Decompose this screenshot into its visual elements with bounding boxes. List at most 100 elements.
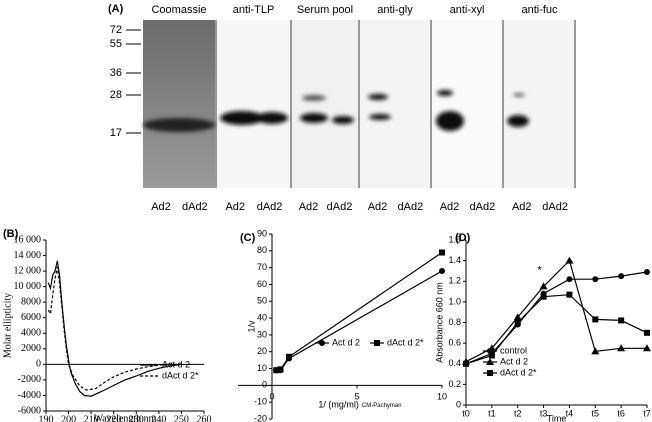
marker bbox=[540, 293, 547, 300]
blot-panel bbox=[143, 20, 215, 188]
marker bbox=[566, 291, 573, 298]
marker bbox=[319, 340, 325, 346]
marker-label: 55 bbox=[110, 38, 122, 50]
series-line bbox=[465, 271, 648, 365]
marker bbox=[618, 317, 625, 324]
marker bbox=[644, 268, 650, 275]
marker bbox=[539, 282, 548, 290]
lane-label: dAd2 bbox=[182, 201, 208, 213]
marker bbox=[487, 348, 493, 354]
y-tick-label: 50 bbox=[257, 296, 267, 306]
blot-image bbox=[143, 20, 576, 188]
marker bbox=[618, 273, 625, 280]
legend-label: dAct d 2* bbox=[387, 337, 424, 347]
lane-label: Ad2 bbox=[368, 201, 388, 213]
x-tick-label: 220 bbox=[106, 414, 121, 422]
x-tick-label: 190 bbox=[39, 414, 54, 422]
marker bbox=[488, 352, 495, 359]
marker bbox=[617, 344, 626, 352]
y-tick-label: 6000 bbox=[21, 312, 41, 323]
blot-panel bbox=[432, 20, 502, 188]
blot-header: Coomassie bbox=[151, 4, 206, 16]
x-tick-label: 0 bbox=[269, 392, 274, 402]
y-tick-label: 90 bbox=[257, 228, 267, 238]
panel-label: (A) bbox=[108, 3, 124, 15]
y-tick-label: 16 000 bbox=[14, 234, 42, 245]
x-tick-label: 260 bbox=[197, 414, 212, 422]
x-tick-label: t6 bbox=[617, 408, 625, 418]
legend-label: Act d 2 bbox=[500, 356, 528, 366]
marker bbox=[591, 347, 600, 355]
marker bbox=[487, 370, 493, 376]
y-tick-label: 8000 bbox=[21, 296, 41, 307]
lane-label: dAd2 bbox=[398, 201, 424, 213]
x-tick-label: 5 bbox=[354, 392, 359, 402]
marker-label: 28 bbox=[110, 89, 122, 101]
series-line bbox=[47, 267, 182, 391]
y-tick-label: 40 bbox=[257, 312, 267, 322]
y-tick-label: -6000 bbox=[18, 405, 41, 416]
lane-label: Ad2 bbox=[151, 201, 171, 213]
y-tick-label: 0.8 bbox=[448, 317, 461, 327]
x-tick-label: t2 bbox=[514, 408, 522, 418]
y-axis-label: 1/v bbox=[246, 320, 256, 333]
marker bbox=[277, 366, 284, 373]
marker bbox=[643, 344, 651, 352]
y-tick-label: 1.2 bbox=[448, 276, 461, 286]
marker bbox=[514, 319, 521, 326]
marker bbox=[374, 340, 380, 346]
x-tick-label: t4 bbox=[566, 408, 574, 418]
x-tick-label: t3 bbox=[540, 408, 548, 418]
lane-label: Ad2 bbox=[440, 201, 460, 213]
y-tick-label: 60 bbox=[257, 279, 267, 289]
y-tick-label: 0 bbox=[36, 359, 41, 370]
y-tick-label: 4000 bbox=[21, 328, 41, 339]
x-tick-label: 240 bbox=[151, 414, 166, 422]
y-tick-label: -2000 bbox=[18, 374, 41, 385]
blot-panel bbox=[360, 20, 430, 188]
series-line bbox=[465, 259, 647, 363]
x-tick-label: 250 bbox=[174, 414, 189, 422]
y-tick-label: 2000 bbox=[21, 343, 41, 354]
marker-label: 17 bbox=[110, 127, 122, 139]
blot-header: anti-xyl bbox=[450, 4, 485, 16]
y-tick-label: -4000 bbox=[18, 390, 41, 401]
blot-header: anti-TLP bbox=[233, 4, 275, 16]
y-tick-label: 1.4 bbox=[448, 255, 461, 265]
lane-label: Ad2 bbox=[512, 201, 532, 213]
legend-label: dAct d 2* bbox=[500, 367, 537, 377]
x-tick-label: t7 bbox=[643, 408, 651, 418]
lane-label: dAd2 bbox=[327, 201, 353, 213]
blot-header: anti-fuc bbox=[521, 4, 558, 16]
marker bbox=[273, 367, 280, 374]
legend-label: Act d 2 bbox=[332, 337, 360, 347]
x-tick-label: 230 bbox=[129, 414, 144, 422]
y-tick-label: 1.6 bbox=[448, 234, 461, 244]
y-tick-label: 30 bbox=[257, 329, 267, 339]
blot-header: Serum pool bbox=[297, 4, 353, 16]
x-tick-label: 200 bbox=[61, 414, 76, 422]
x-axis-label-sub: CM-Pachyman bbox=[362, 403, 402, 409]
marker bbox=[439, 268, 445, 274]
panel-label: (B) bbox=[3, 228, 19, 240]
marker-label: 36 bbox=[110, 67, 122, 79]
chart: (B) -6000 -4000 -2000 0 2000 4000 6000 8000 10 00… bbox=[2, 228, 211, 422]
marker bbox=[286, 353, 292, 360]
y-tick-label: -20 bbox=[254, 413, 267, 422]
blot-panel bbox=[504, 20, 575, 188]
x-axis-label: Wavelength nm bbox=[94, 413, 157, 422]
marker bbox=[644, 329, 650, 336]
blot-panel bbox=[292, 20, 358, 188]
annotation: * bbox=[537, 264, 542, 276]
legend-label: dAct d 2* bbox=[162, 370, 199, 380]
y-tick-label: 80 bbox=[257, 245, 267, 255]
series-line bbox=[47, 260, 182, 397]
y-tick-label: 0.4 bbox=[448, 358, 461, 368]
series-line bbox=[276, 252, 443, 371]
lane-label: dAd2 bbox=[470, 201, 496, 213]
y-tick-label: 12 000 bbox=[14, 265, 42, 276]
y-tick-label: 10 bbox=[257, 363, 267, 373]
chart: (D) 0 0.2 0.4 0.6 0.8 1.0 1.2 1.4 1.6 t0 t1 t2 t3 t4 t5… bbox=[434, 232, 651, 422]
